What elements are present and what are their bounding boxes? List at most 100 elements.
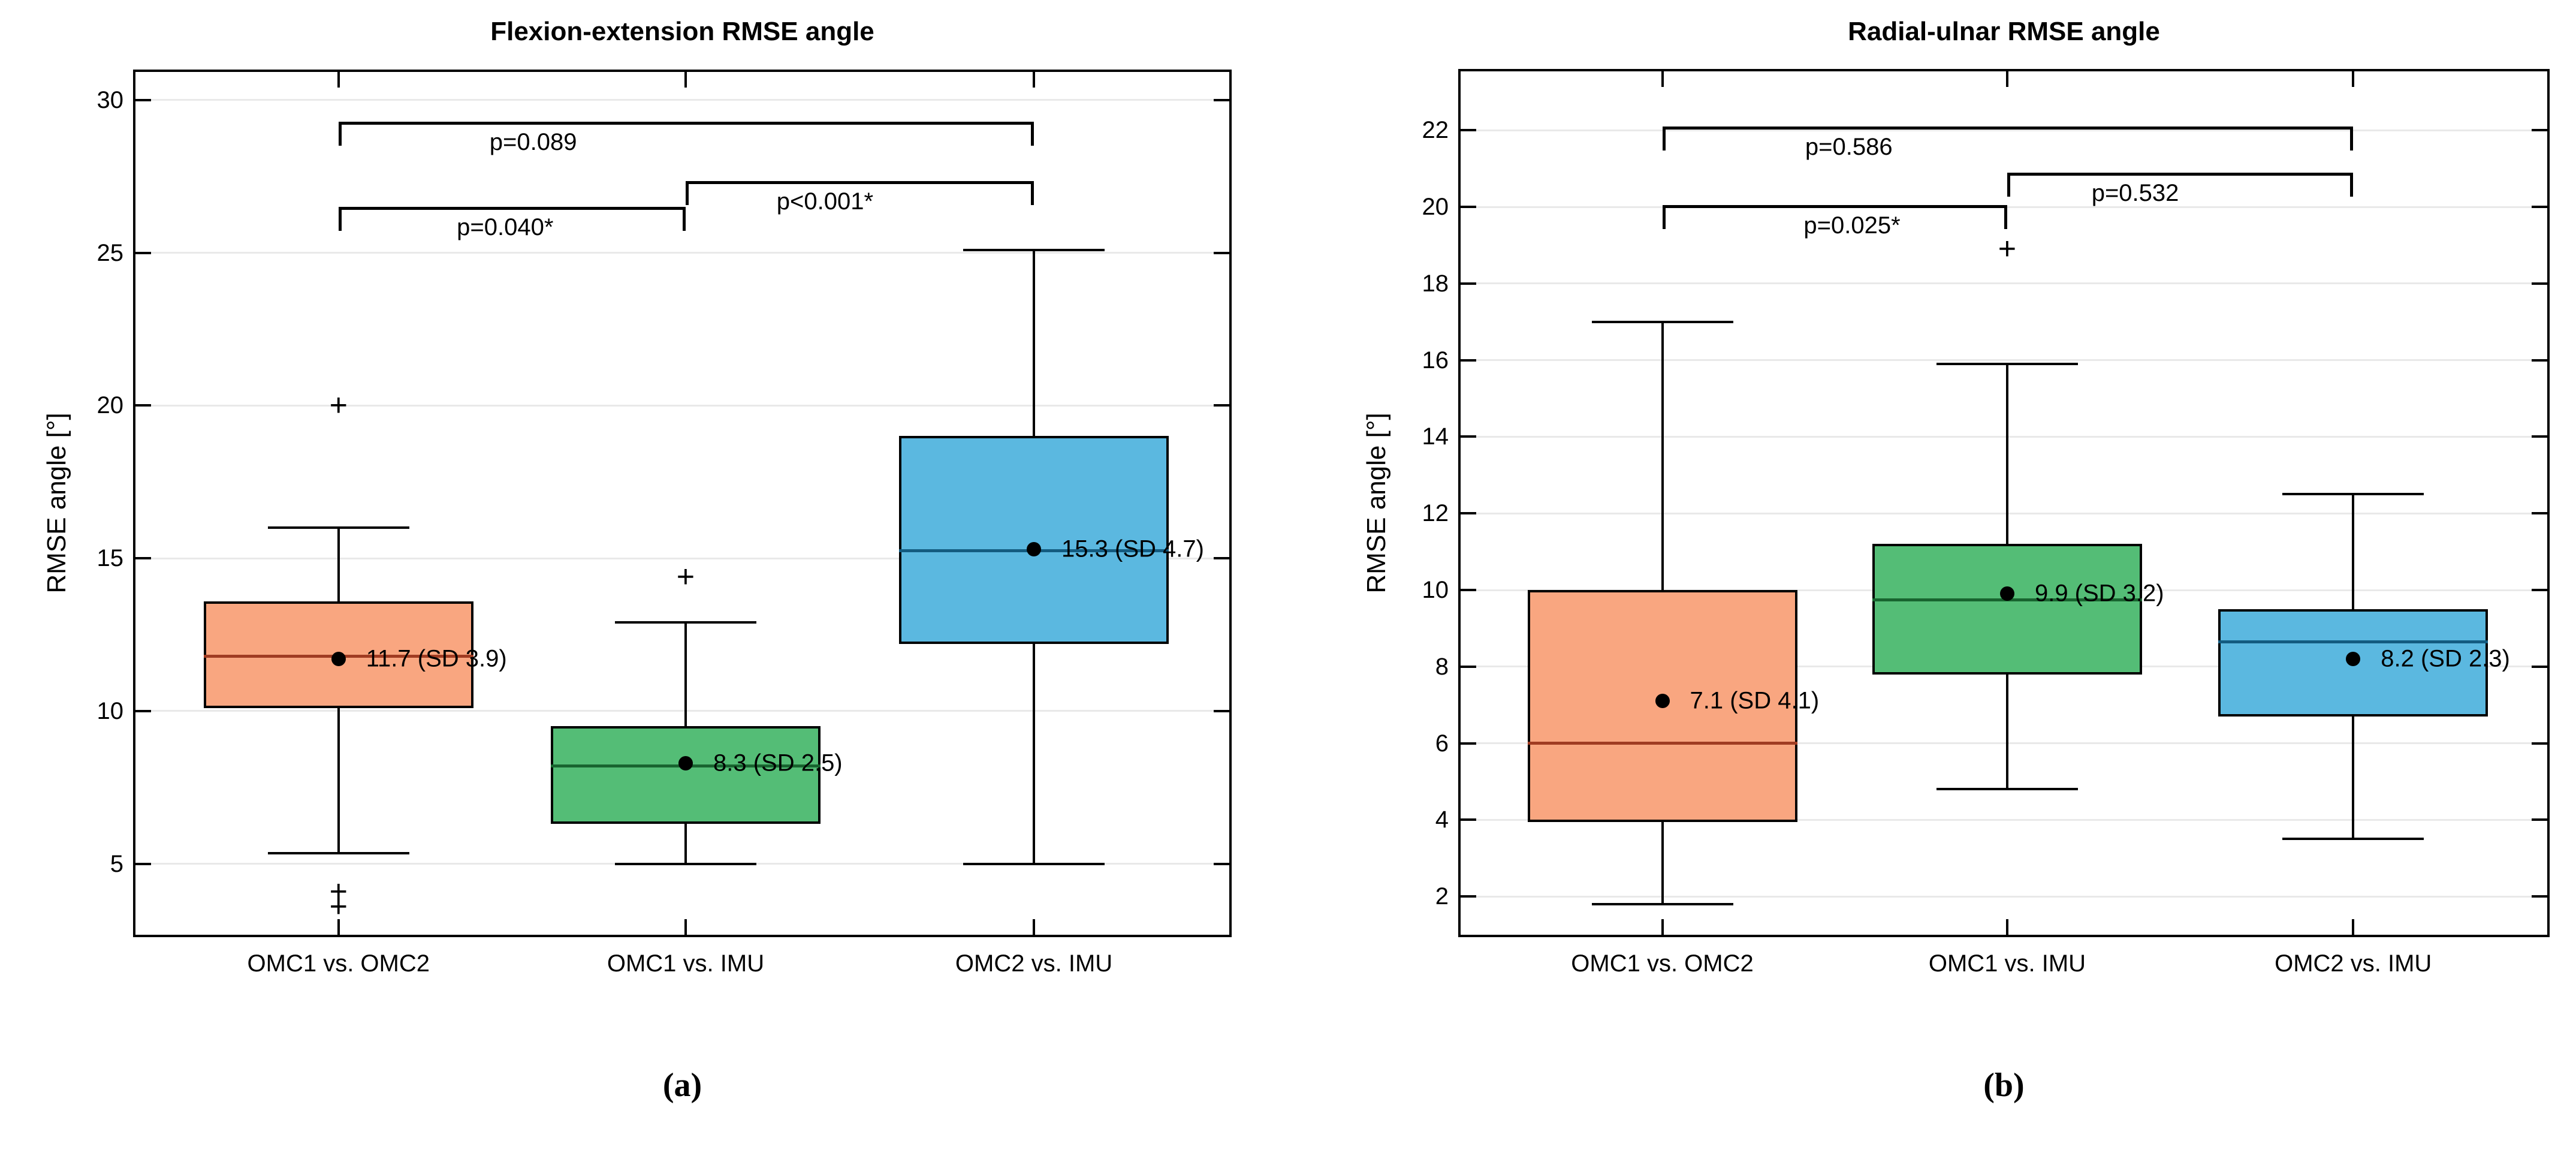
gridline-y-16 — [1458, 359, 2550, 362]
y-tick-left-2 — [1461, 895, 1476, 898]
whisker-upper-line — [2352, 494, 2355, 609]
mean-value-label: 7.1 (SD 4.1) — [1690, 687, 1820, 714]
y-tick-label-25: 25 — [96, 239, 124, 266]
whisker-lower-line — [1033, 643, 1036, 864]
whisker-upper-line — [2005, 364, 2008, 544]
whisker-lower-cap — [963, 862, 1105, 865]
y-tick-left-30 — [135, 98, 151, 101]
y-tick-right-2 — [2532, 895, 2547, 898]
y-tick-left-5 — [135, 862, 151, 865]
whisker-upper-cap — [614, 621, 756, 624]
y-tick-left-20 — [1461, 206, 1476, 209]
mean-marker — [1027, 541, 1042, 556]
whisker-lower-line — [684, 824, 687, 864]
y-tick-right-22 — [2532, 129, 2547, 132]
panel-label-b: (b) — [1983, 1067, 2025, 1104]
chart-title-radial-ulnar: Radial-ulnar RMSE angle — [1848, 17, 2160, 46]
y-tick-left-10 — [135, 709, 151, 712]
x-tick-bottom-0 — [1661, 919, 1664, 935]
y-tick-left-4 — [1461, 818, 1476, 821]
significance-bracket-bar — [2007, 172, 2354, 176]
y-tick-left-14 — [1461, 435, 1476, 438]
y-tick-label-14: 14 — [1422, 423, 1449, 450]
y-tick-label-22: 22 — [1422, 117, 1449, 144]
whisker-upper-cap — [1936, 363, 2078, 366]
gridline-y-4 — [1458, 818, 2550, 821]
y-tick-label-10: 10 — [96, 697, 124, 724]
whisker-upper-line — [1661, 321, 1664, 591]
category-label-2: OMC2 vs. IMU — [2275, 950, 2432, 977]
plot-frame — [1458, 69, 2550, 937]
significance-bracket-bar — [1662, 204, 2007, 208]
y-tick-left-22 — [1461, 129, 1476, 132]
y-tick-label-20: 20 — [1422, 194, 1449, 221]
plot-area-radial-ulnar: 2 4 6 8 10 12 14 16 18 20 22 OMC1 vs. OMC2 OMC1 vs. … — [1422, 69, 2550, 977]
mean-value-label: 11.7 (SD 3.9) — [366, 645, 507, 672]
x-tick-bottom-0 — [337, 919, 340, 935]
median-line — [1527, 742, 1797, 745]
y-tick-label-4: 4 — [1435, 806, 1449, 833]
category-label-1: OMC1 vs. IMU — [607, 950, 765, 977]
x-tick-bottom-1 — [2005, 919, 2008, 935]
whisker-lower-line — [1661, 821, 1664, 905]
mean-marker — [1655, 694, 1670, 709]
y-tick-right-15 — [1214, 557, 1229, 560]
x-tick-bottom-2 — [1033, 919, 1036, 935]
y-tick-label-18: 18 — [1422, 270, 1449, 297]
significance-bracket-left-tick — [338, 121, 342, 146]
x-tick-top-1 — [684, 72, 687, 88]
gridline-y-30 — [133, 99, 1232, 101]
whisker-lower-line — [2352, 716, 2355, 839]
gridline-y-12 — [1458, 512, 2550, 514]
y-tick-right-4 — [2532, 818, 2547, 821]
y-tick-right-14 — [2532, 435, 2547, 438]
y-tick-right-20 — [1214, 404, 1229, 407]
whisker-upper-cap — [267, 526, 409, 529]
y-tick-left-10 — [1461, 589, 1476, 592]
x-tick-bottom-2 — [2352, 919, 2355, 935]
y-tick-right-10 — [1214, 709, 1229, 712]
x-tick-top-0 — [1661, 71, 1664, 87]
y-tick-left-25 — [135, 251, 151, 254]
y-tick-label-12: 12 — [1422, 500, 1449, 527]
whisker-upper-line — [1033, 249, 1036, 437]
y-tick-label-16: 16 — [1422, 347, 1449, 374]
mean-marker — [678, 755, 693, 770]
y-tick-label-6: 6 — [1435, 730, 1449, 757]
gridline-y-14 — [1458, 435, 2550, 438]
mean-marker — [2346, 652, 2361, 667]
mean-marker — [1999, 586, 2014, 601]
y-tick-left-6 — [1461, 742, 1476, 745]
significance-bracket-right-tick — [2004, 204, 2007, 229]
y-tick-label-2: 2 — [1435, 883, 1449, 910]
significance-p-value-label: p<0.001* — [776, 188, 874, 215]
gridline-y-18 — [1458, 282, 2550, 285]
y-tick-right-12 — [2532, 512, 2547, 515]
box-omc2-vs-imu — [899, 436, 1169, 644]
significance-bracket-right-tick — [1031, 180, 1034, 205]
y-tick-right-8 — [2532, 665, 2547, 668]
y-tick-left-8 — [1461, 665, 1476, 668]
category-label-0: OMC1 vs. OMC2 — [247, 950, 430, 977]
significance-bracket-left-tick — [685, 180, 689, 205]
significance-bracket-bar — [338, 121, 1034, 125]
y-tick-left-18 — [1461, 282, 1476, 285]
median-line — [2218, 640, 2488, 643]
x-tick-top-1 — [2005, 71, 2008, 87]
category-label-0: OMC1 vs. OMC2 — [1571, 950, 1754, 977]
mean-value-label: 8.2 (SD 2.3) — [2381, 645, 2510, 672]
chart-title-flexion-extension: Flexion-extension RMSE angle — [490, 17, 874, 46]
y-tick-right-16 — [2532, 359, 2547, 362]
box-omc1-vs-imu — [550, 726, 821, 824]
whisker-upper-line — [337, 528, 340, 601]
category-label-2: OMC2 vs. IMU — [955, 950, 1113, 977]
y-tick-right-10 — [2532, 589, 2547, 592]
mean-value-label: 15.3 (SD 4.7) — [1061, 535, 1204, 562]
gridline-y-10 — [133, 710, 1232, 712]
mean-value-label: 9.9 (SD 3.2) — [2034, 580, 2164, 607]
y-tick-left-16 — [1461, 359, 1476, 362]
y-tick-label-30: 30 — [96, 86, 124, 113]
box-omc1-vs-imu — [1872, 544, 2142, 675]
y-tick-left-20 — [135, 404, 151, 407]
